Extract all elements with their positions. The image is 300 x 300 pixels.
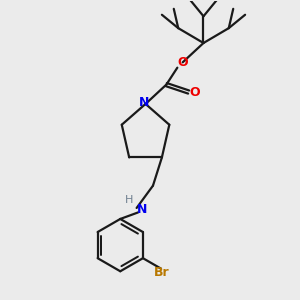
Text: H: H [125,195,134,205]
Text: N: N [139,96,149,109]
Text: N: N [137,203,147,216]
Text: Br: Br [154,266,169,279]
Text: O: O [177,56,188,69]
Text: O: O [190,85,200,98]
